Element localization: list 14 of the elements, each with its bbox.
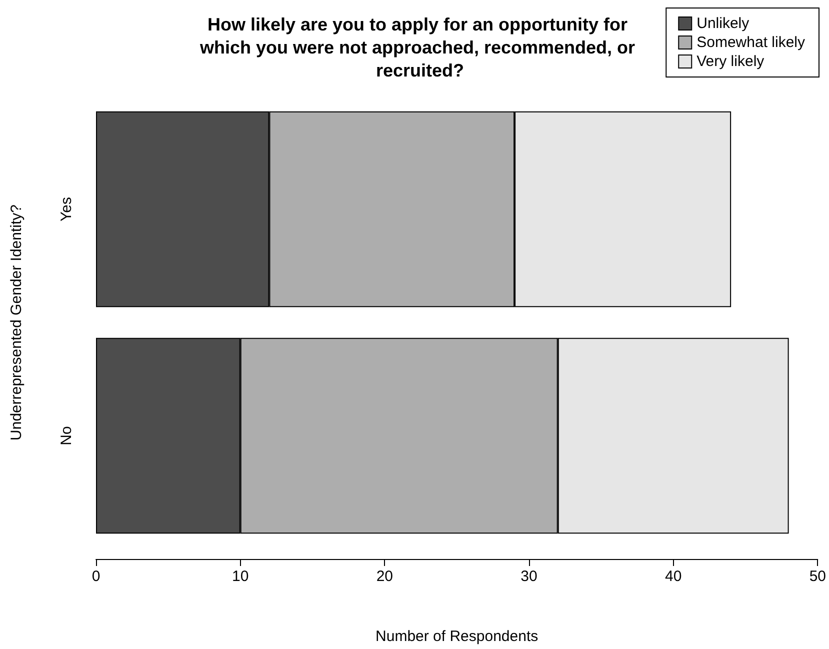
y-tick-label: No bbox=[58, 426, 75, 446]
x-tick-label: 40 bbox=[664, 568, 682, 585]
x-tick-label: 30 bbox=[520, 568, 538, 585]
x-tick-label: 0 bbox=[92, 568, 100, 585]
legend-label: Somewhat likely bbox=[696, 34, 806, 51]
y-axis-title: Underrepresented Gender Identity? bbox=[8, 204, 25, 440]
legend-label: Very likely bbox=[696, 53, 765, 70]
x-tick-label: 50 bbox=[809, 568, 826, 585]
x-tick-label: 10 bbox=[232, 568, 249, 585]
legend-label: Unlikely bbox=[696, 15, 750, 32]
x-tick-label: 20 bbox=[376, 568, 394, 585]
chart-title: How likely are you to apply for an opportunity for which you were not approached, recommended, or recruited? bbox=[198, 14, 640, 80]
y-tick-label: Yes bbox=[58, 197, 75, 222]
x-axis-title: Number of Respondents bbox=[376, 628, 538, 645]
